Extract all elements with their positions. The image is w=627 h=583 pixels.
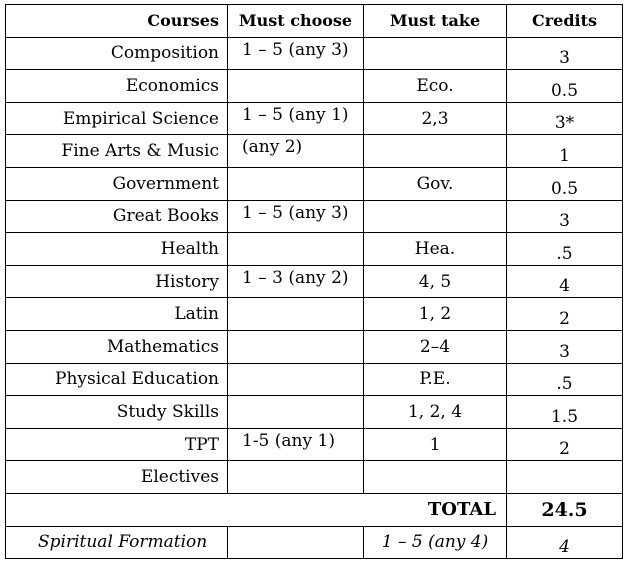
credits-cell: 0.5 <box>506 166 623 201</box>
course-name: Composition <box>5 36 228 71</box>
must-choose-cell <box>227 460 364 494</box>
header-courses: Courses <box>5 4 228 38</box>
must-choose-cell: 1 – 5 (any 3) <box>227 199 364 234</box>
credits-cell: 1.5 <box>506 395 623 429</box>
course-name: Empirical Science <box>5 101 228 136</box>
must-take-cell: 2,3 <box>363 101 507 136</box>
course-name: History <box>5 264 228 299</box>
must-take-cell: P.E. <box>363 362 507 397</box>
credits-cell: 4 <box>506 264 623 299</box>
must-choose-cell <box>227 166 364 201</box>
credits-cell: .5 <box>506 362 623 397</box>
course-name: Fine Arts & Music <box>5 134 228 168</box>
must-take-cell <box>363 199 507 234</box>
course-name: Electives <box>5 460 228 494</box>
table-row: Fine Arts & Music (any 2) 1 <box>5 134 623 168</box>
must-choose-cell <box>227 525 364 560</box>
total-label: TOTAL <box>5 492 507 527</box>
credits-cell: 2 <box>506 297 623 331</box>
total-value: 24.5 <box>506 492 623 527</box>
must-choose-cell <box>227 69 364 103</box>
credits-cell: 3 <box>506 36 623 71</box>
must-choose-cell: 1 – 5 (any 1) <box>227 101 364 136</box>
course-requirements-table: Courses Must choose Must take Credits Co… <box>5 4 623 560</box>
header-credits: Credits <box>506 4 623 38</box>
total-row: TOTAL 24.5 <box>5 492 623 527</box>
credits-cell: 3 <box>506 329 623 364</box>
credits-cell: 2 <box>506 427 623 462</box>
credits-cell <box>506 460 623 494</box>
course-name: TPT <box>5 427 228 462</box>
course-name: Spiritual Formation <box>5 525 228 560</box>
must-take-cell: Gov. <box>363 166 507 201</box>
course-name: Physical Education <box>5 362 228 397</box>
must-take-cell <box>363 460 507 494</box>
must-take-cell: 1 <box>363 427 507 462</box>
must-choose-cell <box>227 395 364 429</box>
course-name: Mathematics <box>5 329 228 364</box>
must-choose-cell: 1 – 5 (any 3) <box>227 36 364 71</box>
course-name: Great Books <box>5 199 228 234</box>
must-take-cell: 2–4 <box>363 329 507 364</box>
header-must-choose: Must choose <box>227 4 364 38</box>
must-take-cell: 4, 5 <box>363 264 507 299</box>
must-choose-cell <box>227 362 364 397</box>
table-row: Empirical Science 1 – 5 (any 1) 2,3 3* <box>5 101 623 136</box>
credits-cell: 1 <box>506 134 623 168</box>
credits-cell: 3* <box>506 101 623 136</box>
must-choose-cell: 1-5 (any 1) <box>227 427 364 462</box>
header-row: Courses Must choose Must take Credits <box>5 4 623 38</box>
must-take-cell: Eco. <box>363 69 507 103</box>
table-row: Mathematics 2–4 3 <box>5 329 623 364</box>
must-take-cell: 1, 2, 4 <box>363 395 507 429</box>
table-row: Government Gov. 0.5 <box>5 166 623 201</box>
must-take-cell <box>363 134 507 168</box>
table-row: Great Books 1 – 5 (any 3) 3 <box>5 199 623 234</box>
header-must-take: Must take <box>363 4 507 38</box>
credits-cell: 0.5 <box>506 69 623 103</box>
must-choose-cell <box>227 329 364 364</box>
course-name: Government <box>5 166 228 201</box>
must-take-cell: 1, 2 <box>363 297 507 331</box>
course-name: Latin <box>5 297 228 331</box>
must-take-cell: Hea. <box>363 232 507 266</box>
credits-cell: .5 <box>506 232 623 266</box>
table-row: TPT 1-5 (any 1) 1 2 <box>5 427 623 462</box>
must-choose-cell <box>227 232 364 266</box>
table-row: Study Skills 1, 2, 4 1.5 <box>5 395 623 429</box>
must-choose-cell: (any 2) <box>227 134 364 168</box>
course-name: Economics <box>5 69 228 103</box>
course-name: Health <box>5 232 228 266</box>
table-row: Electives <box>5 460 623 494</box>
table-row: Health Hea. .5 <box>5 232 623 266</box>
table-row: Composition 1 – 5 (any 3) 3 <box>5 36 623 71</box>
must-choose-cell: 1 – 3 (any 2) <box>227 264 364 299</box>
table-row: Physical Education P.E. .5 <box>5 362 623 397</box>
must-take-cell <box>363 36 507 71</box>
credits-cell: 4 <box>506 525 623 560</box>
table-row: Economics Eco. 0.5 <box>5 69 623 103</box>
course-name: Study Skills <box>5 395 228 429</box>
spiritual-formation-row: Spiritual Formation 1 – 5 (any 4) 4 <box>5 525 623 560</box>
must-take-cell: 1 – 5 (any 4) <box>363 525 507 560</box>
must-choose-cell <box>227 297 364 331</box>
credits-cell: 3 <box>506 199 623 234</box>
